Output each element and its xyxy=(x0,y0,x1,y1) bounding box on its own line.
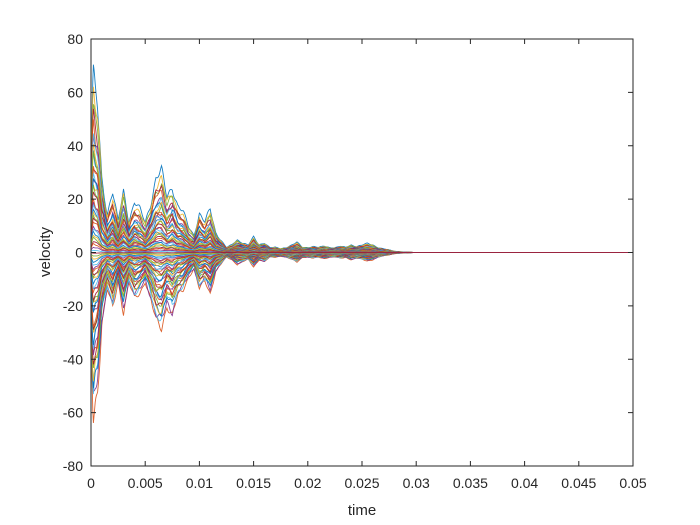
y-tick-label: 80 xyxy=(67,31,83,47)
y-tick-label: -80 xyxy=(63,458,83,474)
y-tick-label: -60 xyxy=(63,405,83,421)
x-tick-label: 0.035 xyxy=(453,475,488,491)
y-tick-label: 40 xyxy=(67,138,83,154)
x-axis-label: time xyxy=(348,502,376,519)
y-tick-label: -20 xyxy=(63,298,83,314)
series-lines xyxy=(90,64,633,424)
x-tick-label: 0.02 xyxy=(294,475,321,491)
y-tick-label: 60 xyxy=(67,84,83,100)
x-tick-label: 0.05 xyxy=(619,475,646,491)
x-tick-label: 0.045 xyxy=(561,475,596,491)
axis-ticks: 0 0.005 0.01 0.015 0.02 0.025 0.03 0.035 0.04 0.0… xyxy=(63,31,647,491)
x-tick-label: 0.015 xyxy=(236,475,271,491)
y-tick-label: 0 xyxy=(75,245,83,261)
velocity-series-line xyxy=(90,252,633,254)
x-tick-label: 0 xyxy=(87,475,95,491)
y-tick-label: 20 xyxy=(67,191,83,207)
x-tick-label: 0.005 xyxy=(128,475,163,491)
x-tick-label: 0.03 xyxy=(403,475,430,491)
x-tick-label: 0.01 xyxy=(186,475,213,491)
x-tick-label: 0.04 xyxy=(511,475,538,491)
y-axis-label: velocity xyxy=(37,226,54,277)
y-tick-label: -40 xyxy=(63,351,83,367)
x-tick-label: 0.025 xyxy=(344,475,379,491)
